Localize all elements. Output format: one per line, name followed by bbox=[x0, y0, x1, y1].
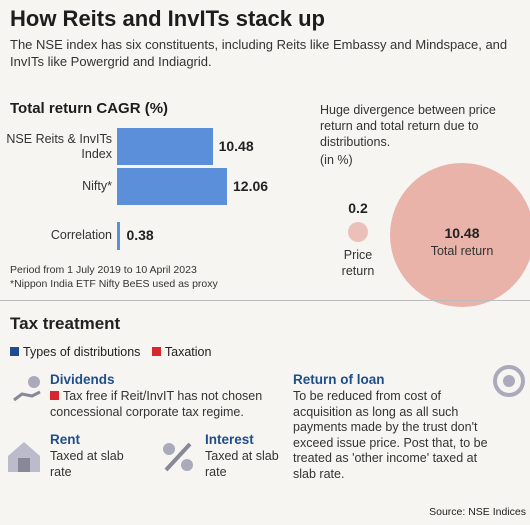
category-label: Correlation bbox=[50, 228, 112, 242]
item-title: Dividends bbox=[50, 372, 115, 387]
item-title: Return of loan bbox=[293, 372, 385, 387]
value-label: 10.48 bbox=[218, 137, 254, 154]
value-label: 0.2 bbox=[348, 200, 368, 217]
loan-icon bbox=[493, 365, 525, 397]
title: How Reits and InvITs stack up bbox=[10, 6, 325, 31]
source: Source: NSE Indices bbox=[429, 506, 526, 518]
value-label: 12.06 bbox=[233, 177, 269, 194]
item-text: Taxed at slab rate bbox=[50, 449, 124, 479]
legend-label: Types of distributions bbox=[23, 345, 141, 359]
bubble bbox=[348, 222, 368, 242]
divider bbox=[0, 300, 530, 301]
category-label: Nifty* bbox=[82, 178, 112, 193]
item-title: Interest bbox=[205, 432, 254, 447]
subtitle: The NSE index has six constituents, incl… bbox=[10, 37, 508, 69]
bar bbox=[117, 168, 227, 205]
bar-title: Total return CAGR (%) bbox=[10, 100, 169, 117]
note: *Nippon India ETF Nifty BeES used as pro… bbox=[10, 278, 218, 290]
bubble-title: Huge divergence between price return and… bbox=[320, 103, 496, 149]
value-label: 10.48 bbox=[444, 225, 480, 241]
item-text: To be reduced from cost of acquisition a… bbox=[293, 389, 488, 481]
bubble bbox=[390, 163, 530, 307]
legend: Types of distributions Taxation bbox=[10, 345, 211, 359]
bar bbox=[117, 222, 121, 250]
unit: (in %) bbox=[320, 153, 353, 167]
category-label: Price return bbox=[341, 247, 375, 278]
bar bbox=[117, 128, 213, 165]
legend-swatch bbox=[10, 347, 19, 356]
interest-icon bbox=[163, 442, 193, 472]
dividend-icon bbox=[13, 376, 41, 402]
item-text: Tax free if Reit/InvIT has not chosen co… bbox=[50, 389, 285, 420]
value-label: 0.38 bbox=[126, 227, 154, 243]
note: Period from 1 July 2019 to 10 April 2023 bbox=[10, 264, 197, 276]
item-text: Taxed at slab rate bbox=[205, 449, 279, 479]
category-label: Total return bbox=[430, 244, 494, 258]
legend-label: Taxation bbox=[164, 345, 212, 359]
category-label: NSE Reits & InvITs Index bbox=[6, 131, 112, 161]
item-text-body: Tax free if Reit/InvIT has not chosen co… bbox=[50, 389, 263, 419]
legend-swatch bbox=[151, 347, 161, 356]
tax-title: Tax treatment bbox=[10, 314, 121, 333]
item-title: Rent bbox=[50, 432, 80, 447]
rent-icon bbox=[8, 442, 40, 472]
